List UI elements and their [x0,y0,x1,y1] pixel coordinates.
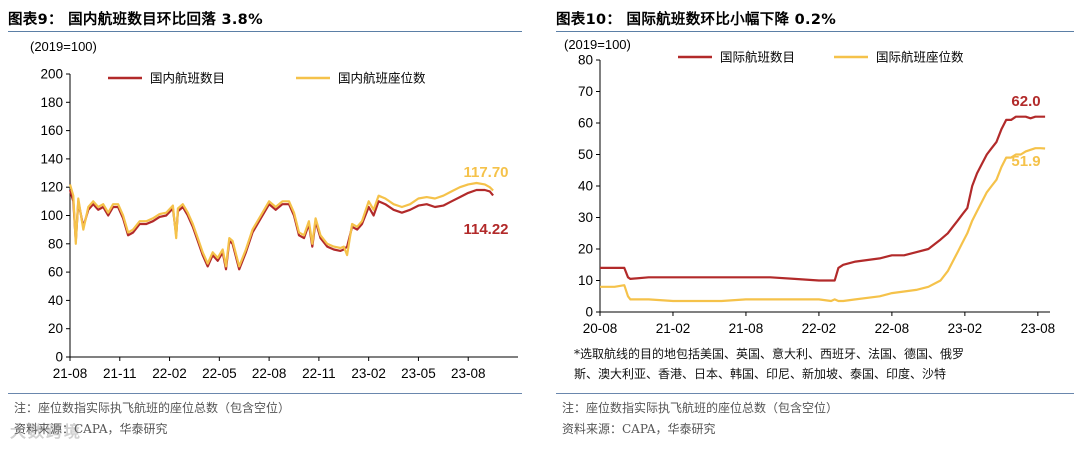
y-tick-label: 180 [40,95,63,110]
x-tick-label: 23-05 [401,366,436,381]
x-tick-label: 21-11 [103,366,137,381]
y-tick-label: 10 [578,273,593,288]
x-tick-label: 21-02 [656,321,691,336]
x-tick-label: 23-08 [451,366,486,381]
legend-label-2: 国内航班座位数 [338,71,426,86]
y-tick-label: 20 [48,321,63,336]
y-tick-label: 0 [55,350,63,365]
y-tick-label: 20 [578,242,593,257]
end-value-label: 117.70 [463,164,508,181]
x-tick-label: 21-08 [729,321,764,336]
watermark-logo: 大数跨境 [10,422,83,441]
y-tick-label: 140 [40,151,63,166]
left-figure-title: 图表9： 国内航班数目环比回落 3.8% [8,12,263,28]
x-tick-label: 23-08 [1021,321,1056,336]
legend-label-1: 国际航班数目 [720,50,795,65]
destinations-footnote-line2: 斯、澳大利亚、香港、日本、韩国、印尼、新加坡、泰国、印度、沙特 [574,367,947,381]
y-tick-label: 40 [48,293,63,308]
x-tick-label: 22-05 [202,366,237,381]
series-line-1 [600,115,1046,282]
y-tick-label: 80 [48,236,63,251]
right-figure-title: 图表10： 国际航班数环比小幅下降 0.2% [556,12,837,28]
y-tick-label: 40 [578,179,593,194]
x-tick-label: 22-02 [152,366,187,381]
series-line-2 [600,147,1046,303]
x-tick-label: 23-02 [351,366,386,381]
left-source: 资料来源：CAPA，华泰研究 [14,422,168,436]
y-axis-unit-label: (2019=100) [564,37,631,52]
y-tick-label: 30 [578,210,593,225]
y-tick-label: 0 [585,305,593,320]
right-source-rule [556,393,1074,394]
series-line-2 [68,181,494,268]
end-value-label: 62.0 [1011,93,1040,110]
international-flights-chart: (2019=100) 0 10 20 30 40 50 60 70 80 20-08 21-02 21-… [564,37,1056,336]
left-source-rule [8,393,522,394]
domestic-flights-chart: (2019=100) 0 20 40 60 80 100 120 140 160 180 200 21-… [30,39,518,381]
left-figure-panel: 图表9： 国内航班数目环比回落 3.8% (2019=100) 0 20 40 60 80… [0,0,528,451]
legend-label-2: 国际航班座位数 [876,50,964,65]
x-tick-label: 20-08 [583,321,618,336]
y-tick-label: 50 [578,147,593,162]
y-tick-label: 60 [578,116,593,131]
y-tick-label: 200 [40,67,63,82]
right-note: 注：座位数指实际执飞航班的座位总数（包含空位） [562,401,839,415]
destinations-footnote-line1: *选取航线的目的地包括美国、英国、意大利、西班牙、法国、德国、俄罗 [574,347,965,361]
left-title-rule [8,31,522,32]
y-axis-unit-label: (2019=100) [30,39,97,54]
y-tick-label: 120 [40,180,63,195]
y-tick-label: 160 [40,123,63,138]
left-note: 注：座位数指实际执飞航班的座位总数（包含空位） [14,401,291,415]
y-tick-label: 100 [40,208,63,223]
y-tick-label: 60 [48,265,63,280]
end-value-label: 51.9 [1011,153,1040,170]
legend-label-1: 国内航班数目 [150,71,225,86]
x-tick-label: 23-02 [948,321,983,336]
right-figure-panel: 图表10： 国际航班数环比小幅下降 0.2% (2019=100) 0 10 20 30… [548,0,1080,451]
y-tick-label: 80 [578,53,593,68]
x-tick-label: 22-02 [802,321,837,336]
right-source: 资料来源：CAPA，华泰研究 [562,422,716,436]
x-tick-label: 22-08 [875,321,910,336]
right-title-rule [556,31,1074,32]
y-tick-label: 70 [578,84,593,99]
x-tick-label: 22-08 [252,366,287,381]
end-value-label: 114.22 [463,221,508,238]
x-tick-label: 22-11 [302,366,336,381]
x-tick-label: 21-08 [53,366,88,381]
